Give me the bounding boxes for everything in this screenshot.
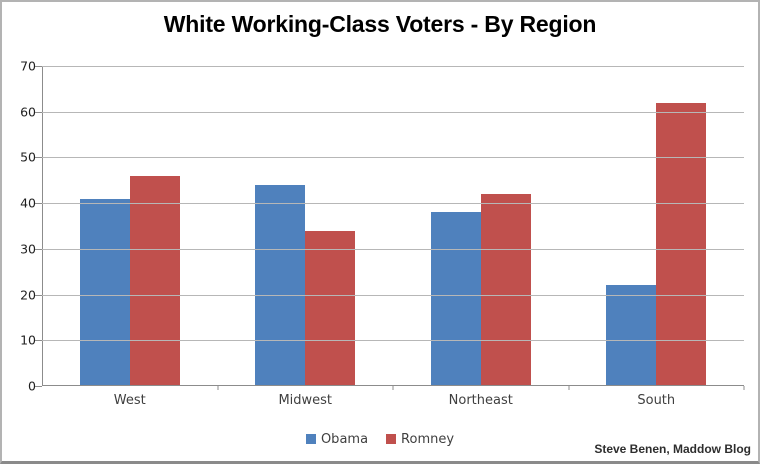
y-axis-tick: [35, 294, 42, 296]
y-axis-tick-label: 50: [20, 149, 36, 165]
bar-group-south: [569, 66, 745, 386]
x-axis-category-label: West: [113, 393, 146, 408]
gridline-30: [42, 248, 744, 250]
legend-entry-romney: Romney: [386, 432, 454, 447]
legend-swatch-obama: [305, 434, 316, 444]
plot-area: [35, 66, 745, 390]
y-axis-tick: [35, 157, 42, 159]
y-axis-tick: [35, 203, 42, 205]
bar-romney-west: [129, 175, 180, 386]
gridline-50: [42, 157, 744, 159]
y-axis-tick-label: 40: [20, 195, 36, 211]
bar-group-midwest: [218, 66, 394, 386]
chart-title: White Working-Class Voters - By Region: [163, 11, 597, 37]
bar-obama-northeast: [430, 212, 481, 386]
bar-groups: [42, 66, 744, 386]
x-axis-category-label: South: [637, 393, 676, 408]
y-axis-tick: [35, 386, 42, 387]
y-axis-tick-label: 20: [20, 287, 36, 303]
legend-label-romney: Romney: [401, 431, 455, 447]
bar-obama-midwest: [255, 184, 306, 386]
bar-group-west: [42, 66, 218, 386]
legend-label-obama: Obama: [320, 431, 369, 447]
y-axis-tick-label: 70: [20, 58, 36, 74]
x-axis-labels: West Midwest Northeast South: [42, 393, 744, 408]
gridline-10: [42, 340, 744, 342]
x-axis-tick: [217, 386, 218, 390]
y-axis-tick-label: 0: [28, 378, 36, 394]
x-axis-line: [42, 385, 744, 386]
gridline-70: [42, 66, 744, 67]
bar-romney-midwest: [305, 230, 356, 386]
y-axis-tick-label: 30: [20, 241, 36, 257]
gridline-60: [42, 111, 744, 113]
bar-group-northeast: [393, 66, 569, 386]
bar-romney-south: [656, 102, 707, 386]
bar-obama-south: [606, 285, 657, 386]
x-axis-tick: [743, 386, 745, 390]
x-axis-tick: [568, 386, 569, 390]
gridline-40: [42, 203, 744, 205]
y-axis-tick-label: 60: [20, 104, 36, 120]
y-axis-tick: [35, 248, 42, 250]
x-axis-category-label: Northeast: [448, 393, 513, 408]
x-axis-category-label: Midwest: [278, 393, 333, 408]
y-axis-tick-label: 10: [20, 332, 36, 348]
y-axis-tick: [35, 66, 42, 67]
y-axis-tick: [35, 111, 42, 113]
bar-romney-northeast: [480, 194, 531, 386]
x-axis-tick: [392, 386, 394, 390]
y-axis-line: [42, 66, 43, 386]
y-axis-tick: [35, 340, 42, 342]
legend-entry-obama: Obama: [305, 431, 369, 447]
y-axis-labels: 0 10 20 30 40 50 60 70: [4, 59, 36, 394]
gridline-20: [42, 294, 744, 296]
bar-obama-west: [79, 198, 130, 386]
legend: Obama Romney: [2, 431, 758, 447]
attribution: Steve Benen, Maddow Blog: [594, 442, 751, 456]
legend-swatch-romney: [386, 434, 397, 444]
